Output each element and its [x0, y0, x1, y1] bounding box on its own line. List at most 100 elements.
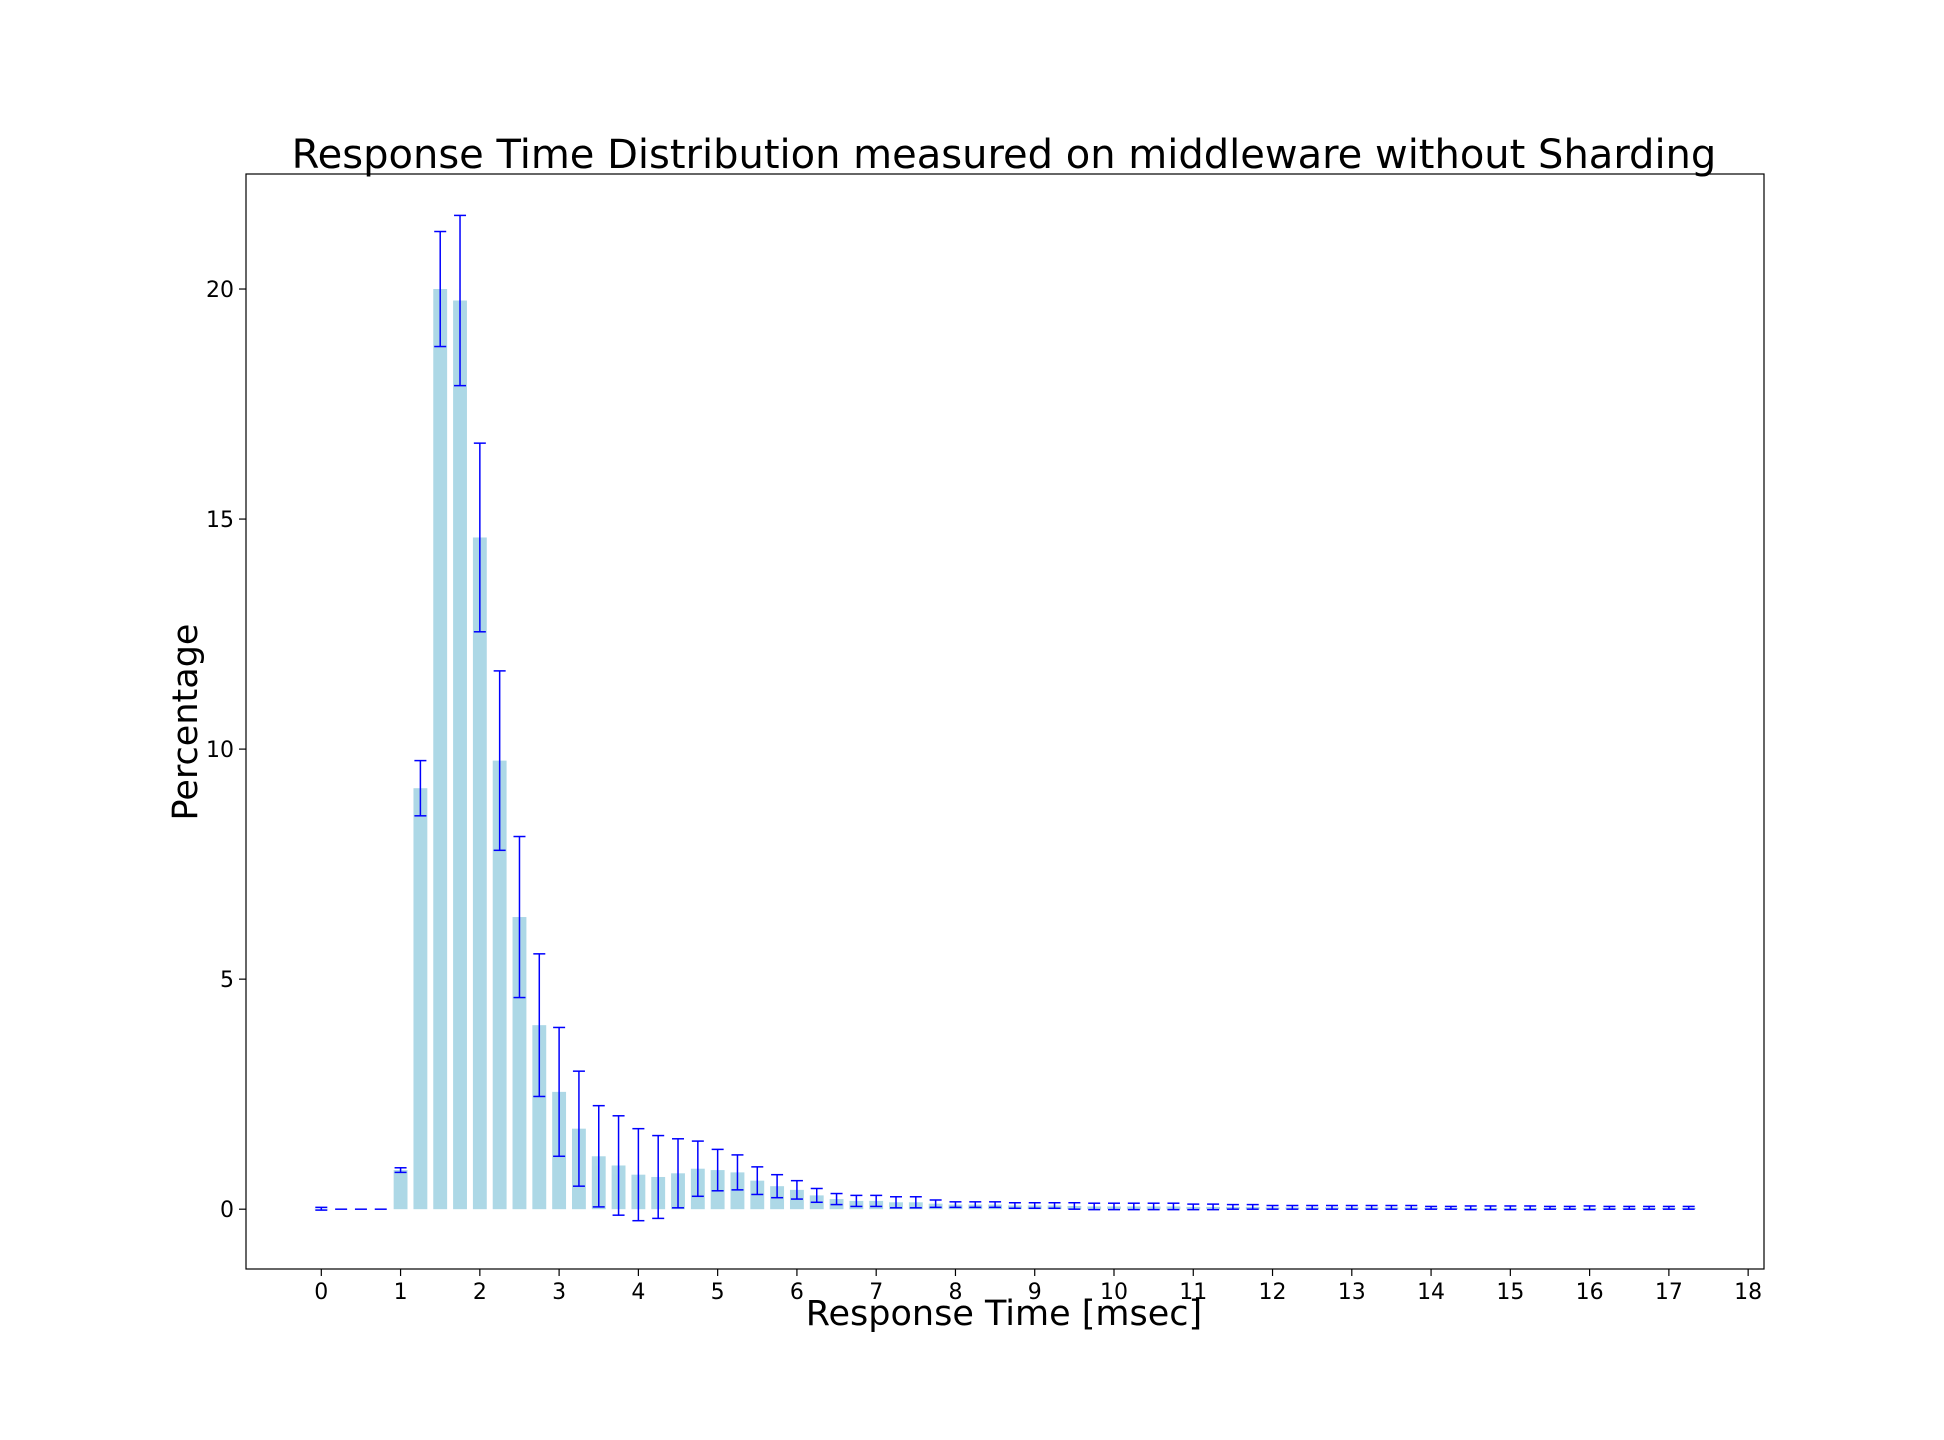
- error-bar: [771, 1173, 784, 1199]
- error-bar: [890, 1196, 903, 1209]
- bar: [512, 917, 527, 1210]
- bar: [393, 1170, 408, 1210]
- error-bar: [652, 1134, 665, 1220]
- x-tick-label: 10: [1100, 1280, 1128, 1305]
- error-bar: [1365, 1204, 1378, 1210]
- error-bar: [1345, 1204, 1358, 1210]
- error-bar: [1107, 1202, 1120, 1211]
- error-bar: [731, 1154, 744, 1191]
- y-tick-label: 20: [206, 278, 234, 303]
- bar: [453, 300, 467, 1210]
- error-bar: [1464, 1205, 1477, 1211]
- error-bar: [1425, 1205, 1438, 1210]
- bar: [413, 788, 428, 1210]
- x-tick-label: 9: [1028, 1280, 1042, 1305]
- error-bar: [969, 1201, 982, 1209]
- error-bar: [1187, 1203, 1200, 1211]
- bar: [472, 537, 487, 1210]
- error-bar: [1623, 1205, 1636, 1210]
- error-bar: [1504, 1205, 1517, 1211]
- x-tick-label: 18: [1734, 1280, 1762, 1305]
- error-bar: [473, 442, 486, 633]
- error-bar: [493, 670, 506, 852]
- error-bar: [1405, 1204, 1418, 1210]
- error-bar: [1603, 1205, 1616, 1210]
- error-bar: [553, 1026, 566, 1158]
- error-bar: [394, 1167, 407, 1174]
- x-tick-label: 16: [1576, 1280, 1604, 1305]
- error-bar: [909, 1196, 922, 1209]
- x-tick-label: 0: [314, 1280, 328, 1305]
- chart-title: Response Time Distribution measured on m…: [292, 132, 1717, 178]
- error-bar: [1583, 1205, 1596, 1211]
- error-bar: [929, 1199, 942, 1209]
- error-bar: [989, 1201, 1002, 1209]
- error-bar: [1147, 1202, 1160, 1211]
- x-tick-label: 6: [790, 1280, 804, 1305]
- x-tick-label: 4: [631, 1280, 645, 1305]
- error-bar: [1524, 1205, 1537, 1211]
- error-bar: [572, 1070, 585, 1187]
- error-bar: [315, 1206, 328, 1211]
- error-bar: [1266, 1204, 1279, 1210]
- error-bar: [711, 1148, 724, 1192]
- error-bar: [1306, 1204, 1319, 1210]
- error-bar: [1484, 1205, 1497, 1211]
- error-bar: [1246, 1203, 1259, 1210]
- x-tick-label: 12: [1259, 1280, 1287, 1305]
- error-bar: [1563, 1205, 1576, 1210]
- x-tick-label: 14: [1417, 1280, 1445, 1305]
- error-bar: [1048, 1201, 1061, 1210]
- y-tick-label: 15: [206, 508, 234, 533]
- x-tick-label: 17: [1655, 1280, 1683, 1305]
- error-bar: [612, 1115, 625, 1216]
- error-bar: [1286, 1204, 1299, 1210]
- error-bar: [830, 1192, 843, 1206]
- error-bar: [810, 1187, 823, 1204]
- error-bar: [513, 835, 526, 999]
- x-tick-label: 1: [394, 1280, 408, 1305]
- y-tick-label: 5: [220, 968, 234, 993]
- x-tick-label: 13: [1338, 1280, 1366, 1305]
- error-bar: [1226, 1203, 1239, 1210]
- bar: [492, 760, 507, 1210]
- error-bar: [949, 1201, 962, 1209]
- error-bar: [691, 1140, 704, 1198]
- error-bar: [1127, 1202, 1140, 1211]
- error-bar: [1207, 1203, 1220, 1211]
- x-tick-label: 7: [869, 1280, 883, 1305]
- y-tick-label: 0: [220, 1198, 234, 1223]
- error-bar: [672, 1138, 685, 1209]
- error-bar: [1088, 1202, 1101, 1211]
- error-bar: [632, 1127, 645, 1222]
- x-tick-label: 15: [1496, 1280, 1524, 1305]
- error-bar: [1325, 1204, 1338, 1210]
- y-axis-ticks: 0 5 10 15 20: [206, 278, 246, 1223]
- y-tick-label: 10: [206, 738, 234, 763]
- error-bar: [1028, 1201, 1041, 1210]
- bar: [433, 289, 448, 1210]
- error-bar: [1008, 1201, 1021, 1210]
- x-tick-label: 5: [711, 1280, 725, 1305]
- error-bar: [1385, 1204, 1398, 1210]
- error-bar: [434, 230, 447, 348]
- bar: [730, 1172, 745, 1210]
- axes-frame: [245, 173, 1765, 1270]
- x-tick-label: 2: [473, 1280, 487, 1305]
- error-bar: [1068, 1201, 1081, 1210]
- error-bar: [454, 214, 467, 387]
- error-bar: [850, 1194, 863, 1208]
- error-bar: [592, 1104, 605, 1208]
- plot-area: [314, 214, 1696, 1222]
- error-bar: [790, 1179, 803, 1200]
- error-bar: [1167, 1202, 1180, 1211]
- x-tick-label: 8: [948, 1280, 962, 1305]
- error-bar: [1682, 1205, 1695, 1210]
- error-bar: [751, 1166, 764, 1196]
- bar: [532, 1025, 547, 1210]
- error-bar: [1543, 1205, 1556, 1210]
- error-bar: [1643, 1205, 1656, 1210]
- error-bar: [870, 1194, 883, 1208]
- error-bar: [1662, 1205, 1675, 1210]
